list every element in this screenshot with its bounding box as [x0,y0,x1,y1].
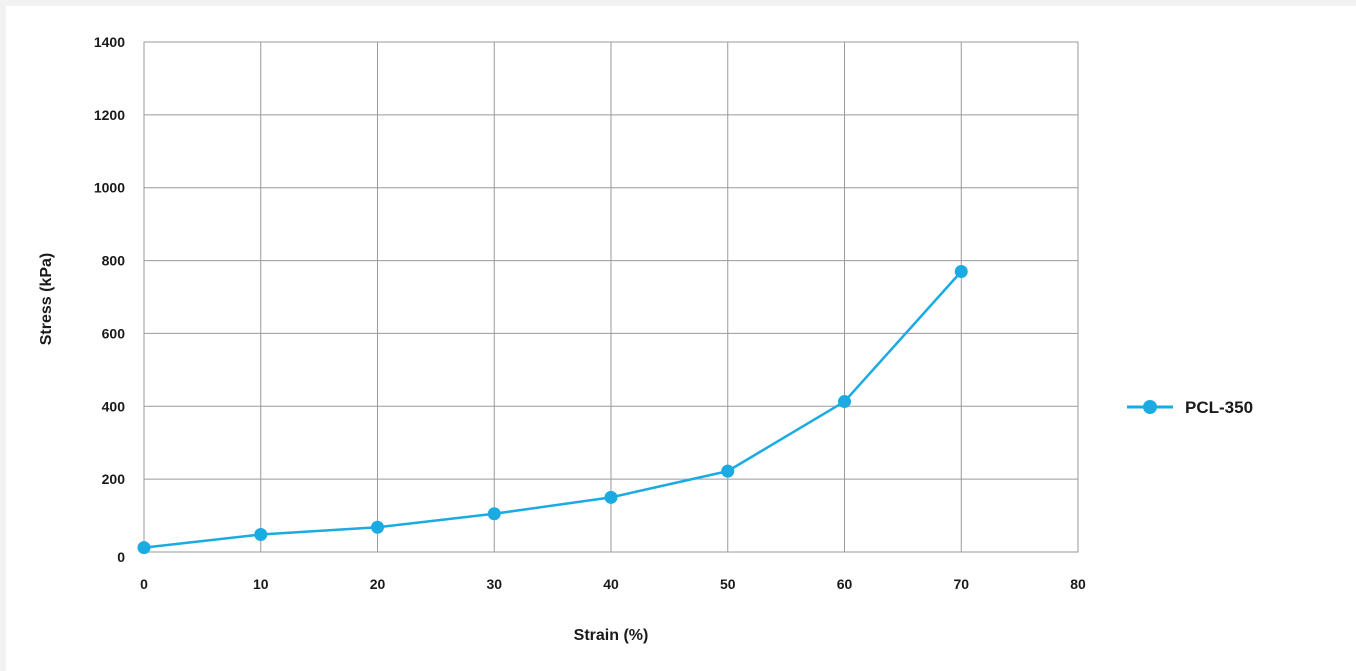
data-point [721,464,735,478]
data-point [371,520,384,534]
x-tick-label: 0 [140,576,148,592]
y-tick-label: 400 [102,398,126,414]
chart-card [6,6,1356,671]
y-tick-label: 1000 [94,180,125,196]
y-axis-ticks: 0 200 400 600 800 1000 1200 1400 [94,34,125,565]
y-tick-label: 600 [102,325,126,341]
series-layer [137,265,968,555]
data-point [487,507,501,521]
y-tick-label: 1400 [94,34,125,50]
y-tick-label: 200 [102,471,126,487]
data-point [838,395,851,409]
data-point [604,490,618,504]
x-tick-label: 40 [603,576,619,592]
legend-label: PCL-350 [1185,398,1253,417]
x-tick-label: 30 [486,576,502,592]
x-tick-label: 80 [1070,576,1086,592]
x-tick-label: 70 [953,576,969,592]
series-line [143,270,963,549]
x-tick-label: 60 [837,576,853,592]
x-tick-label: 10 [253,576,269,592]
x-axis-title: Strain (%) [574,627,649,644]
data-point [954,265,968,278]
x-axis-ticks: 0 10 20 30 40 50 60 70 80 [140,576,1086,592]
y-tick-label: 1200 [94,107,125,123]
y-tick-label: 800 [102,253,126,269]
x-tick-label: 20 [370,576,386,592]
plot-area-border [143,41,1079,553]
legend: PCL-350 [1127,398,1253,417]
y-tick-label: 0 [117,549,125,565]
x-tick-label: 50 [720,576,736,592]
data-point [254,528,268,542]
data-point [137,541,151,555]
legend-point-marker [1143,400,1157,414]
y-axis-title: Stress (kPa) [38,253,55,346]
